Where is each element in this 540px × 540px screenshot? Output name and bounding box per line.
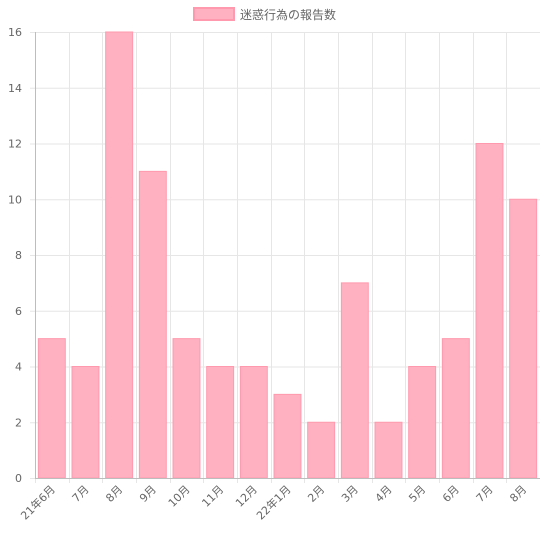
x-tick-label: 5月 — [406, 483, 428, 505]
x-tick-label: 4月 — [373, 483, 395, 505]
y-tick-label: 10 — [8, 193, 22, 206]
y-tick-label: 0 — [15, 472, 22, 485]
x-tick-label: 12月 — [233, 483, 260, 510]
y-tick-label: 6 — [15, 305, 22, 318]
y-tick-label: 2 — [15, 416, 22, 429]
x-tick-label: 7月 — [474, 483, 496, 505]
x-tick-label: 9月 — [137, 483, 159, 505]
bar[interactable] — [475, 143, 504, 479]
bar[interactable] — [239, 366, 268, 479]
y-tick-label: 8 — [15, 249, 22, 262]
bar[interactable] — [374, 421, 403, 479]
bar[interactable] — [206, 366, 235, 479]
x-tick-label: 8月 — [507, 483, 529, 505]
x-tick-label: 10月 — [166, 483, 193, 510]
bar[interactable] — [105, 31, 134, 479]
bar[interactable] — [71, 366, 100, 479]
x-tick-label: 8月 — [103, 483, 125, 505]
bar[interactable] — [408, 366, 437, 479]
legend[interactable]: 迷惑行為の報告数 — [193, 7, 336, 22]
bar[interactable] — [307, 421, 336, 479]
y-tick-label: 12 — [8, 138, 22, 151]
x-tick-label: 22年1月 — [253, 482, 293, 522]
y-tick-label: 16 — [8, 26, 22, 39]
bar[interactable] — [273, 393, 302, 479]
y-tick-label: 4 — [15, 361, 22, 374]
legend-label: 迷惑行為の報告数 — [240, 7, 336, 22]
bar[interactable] — [509, 198, 538, 479]
x-tick-label: 21年6月 — [18, 482, 58, 522]
y-tick-label: 14 — [8, 82, 22, 95]
x-tick-label: 11月 — [199, 483, 226, 510]
bar[interactable] — [37, 338, 66, 479]
bar[interactable] — [172, 338, 201, 479]
legend-swatch — [193, 7, 235, 21]
x-tick-label: 2月 — [305, 483, 327, 505]
bars — [37, 31, 538, 479]
bar[interactable] — [441, 338, 470, 479]
x-tick-label: 7月 — [70, 483, 92, 505]
bar[interactable] — [138, 170, 167, 479]
y-axis: 0 2 4 6 8 10 12 14 16 — [8, 26, 36, 485]
x-tick-label: 6月 — [440, 483, 462, 505]
bar[interactable] — [340, 282, 369, 479]
x-tick-label: 3月 — [339, 483, 361, 505]
